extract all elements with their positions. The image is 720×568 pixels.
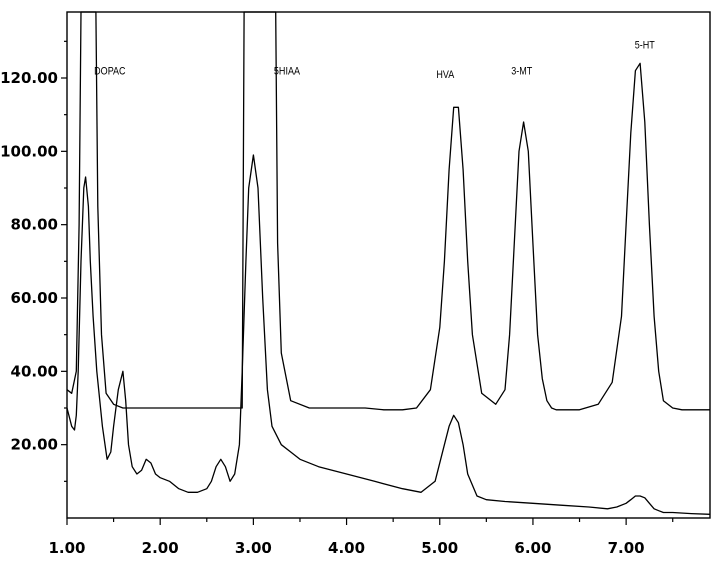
x-tick-label: 7.00 xyxy=(608,539,645,557)
y-tick-label: 20.00 xyxy=(11,436,58,454)
y-tick-label: 120.00 xyxy=(0,69,58,87)
x-tick-label: 3.00 xyxy=(235,539,272,557)
y-tick-label: 40.00 xyxy=(11,362,58,380)
x-tick-label: 4.00 xyxy=(328,539,365,557)
x-tick-label: 5.00 xyxy=(421,539,458,557)
y-axis-ticks: 20.00 40.00 60.00 80.00 100.00 120.00 xyxy=(0,40,67,482)
peak-label: HVA xyxy=(436,69,454,81)
y-tick-label: 100.00 xyxy=(0,142,58,160)
peak-label: 5HIAA xyxy=(274,66,300,78)
series-line-1 xyxy=(66,11,710,411)
x-axis-ticks: 1.00 2.00 3.00 4.00 5.00 6.00 7.00 xyxy=(48,518,674,557)
series-line-2 xyxy=(66,154,711,515)
y-tick-label: 60.00 xyxy=(11,289,58,307)
peak-label: 5-HT xyxy=(635,40,655,52)
plot-frame xyxy=(66,11,711,519)
chromatogram-traces xyxy=(66,11,711,515)
x-tick-label: 1.00 xyxy=(48,539,85,557)
x-tick-label: 6.00 xyxy=(514,539,551,557)
x-tick-label: 2.00 xyxy=(142,539,179,557)
peak-labels: DOPAC 5HIAA HVA 3-MT 5-HT xyxy=(94,40,655,81)
y-tick-label: 80.00 xyxy=(11,216,58,234)
peak-label: 3-MT xyxy=(511,66,532,78)
peak-label: DOPAC xyxy=(94,66,125,78)
